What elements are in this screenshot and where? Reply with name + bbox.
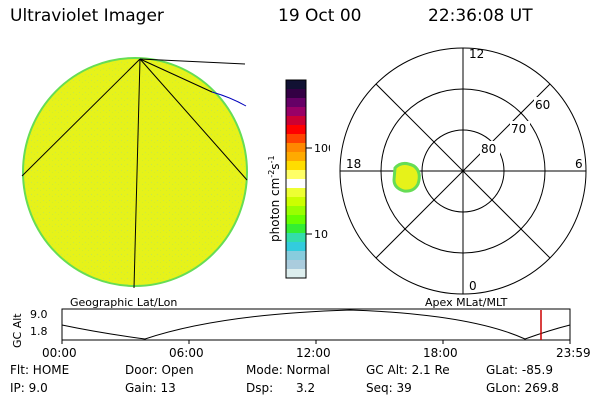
colorbar-cell: [286, 125, 306, 135]
colorbar-tick-10: 10: [314, 228, 328, 241]
info-flt: Flt: HOME: [10, 363, 70, 377]
colorbar-cell: [286, 80, 306, 90]
info-mode: Mode: Normal: [246, 363, 330, 377]
colorbar: 100 10 photon cm-2s-1: [267, 79, 330, 279]
date-label: 19 Oct 00: [278, 6, 362, 26]
mlat-label-60: 60: [535, 98, 550, 112]
colorbar-cell: [286, 188, 306, 198]
info-door: Door: Open: [125, 363, 194, 377]
alt-xtick-0000: 00:00: [42, 346, 77, 360]
colorbar-cell: [286, 251, 306, 261]
alt-ylabel: GC Alt: [11, 313, 24, 348]
colorbar-cell: [286, 242, 306, 252]
earth-disk: [22, 57, 248, 287]
colorbar-cell: [286, 152, 306, 162]
colorbar-cell: [286, 143, 306, 153]
alt-xtick-0600: 06:00: [169, 346, 204, 360]
polar-grid: [339, 47, 587, 295]
info-dsp-value: 3.2: [296, 381, 316, 395]
colorbar-cell: [286, 170, 306, 180]
info-dsp-label: Dsp:: [246, 381, 274, 395]
colorbar-gradient: [286, 80, 306, 279]
alt-xtick-1200: 12:00: [296, 346, 331, 360]
mlt-label-18: 18: [346, 157, 361, 171]
info-gain: Gain: 13: [125, 381, 176, 395]
alt-ytick-1: 1.8: [30, 325, 48, 338]
alt-xtick-1800: 18:00: [423, 346, 458, 360]
mlt-label-12: 12: [469, 47, 484, 61]
mlt-label-6: 6: [575, 157, 583, 171]
colorbar-cell: [286, 224, 306, 234]
mlt-label-0: 0: [469, 279, 477, 293]
colorbar-cell: [286, 116, 306, 126]
altitude-plot: GC Alt 9.0 1.8 00:00 06:00 12:00 18:00 2…: [11, 308, 591, 360]
polar-plot: 12 18 6 0 60 70 80: [339, 47, 587, 295]
apex-plot-label: Apex MLat/MLT: [425, 296, 508, 309]
aurora-spot: [392, 161, 421, 193]
colorbar-cell: [286, 179, 306, 189]
colorbar-cell: [286, 269, 306, 279]
info-ip: IP: 9.0: [10, 381, 48, 395]
colorbar-tick-100: 100: [314, 142, 330, 155]
geo-plot-label: Geographic Lat/Lon: [70, 296, 178, 309]
info-gcalt: GC Alt: 2.1 Re: [366, 363, 450, 377]
info-glat: GLat: -85.9: [486, 363, 553, 377]
altitude-curve: [61, 309, 571, 340]
info-seq: Seq: 39: [366, 381, 412, 395]
colorbar-cell: [286, 260, 306, 270]
page-title: Ultraviolet Imager: [10, 6, 164, 26]
colorbar-cell: [286, 89, 306, 99]
colorbar-cell: [286, 161, 306, 171]
alt-xtick-2359: 23:59: [556, 346, 591, 360]
info-glon: GLon: 269.8: [486, 381, 559, 395]
colorbar-unit-label: photon cm-2s-1: [267, 155, 282, 242]
mlat-label-70: 70: [511, 122, 526, 136]
colorbar-cell: [286, 206, 306, 216]
alt-xticks: [61, 340, 571, 344]
colorbar-cell: [286, 215, 306, 225]
colorbar-cell: [286, 107, 306, 117]
colorbar-cell: [286, 134, 306, 144]
colorbar-cell: [286, 98, 306, 108]
track-line: [211, 91, 247, 107]
mlat-label-80: 80: [481, 142, 496, 156]
time-label: 22:36:08 UT: [428, 6, 533, 26]
colorbar-cell: [286, 233, 306, 243]
alt-ytick-9: 9.0: [30, 308, 48, 321]
geographic-image: [21, 57, 248, 289]
colorbar-cell: [286, 197, 306, 207]
geo-grid-lines: [21, 58, 248, 289]
